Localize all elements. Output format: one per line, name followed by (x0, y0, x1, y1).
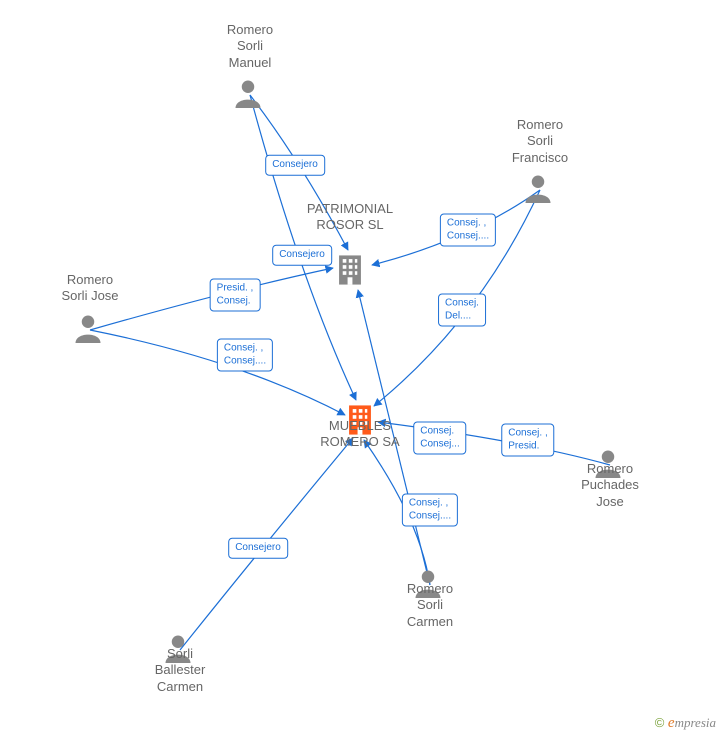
edge-label: Consej. , Presid. (501, 424, 554, 457)
edge-label: Presid. , Consej. (210, 279, 261, 312)
edge-label: Consej. , Consej.... (217, 339, 273, 372)
node-label: Romero Sorli Francisco (490, 117, 590, 166)
edge-label: Consej. , Consej.... (440, 214, 496, 247)
person-node-jose[interactable] (73, 313, 103, 348)
node-label: Sorli Ballester Carmen (130, 646, 230, 695)
footer-credit: © empresia (655, 715, 716, 732)
edge-label: Consejero (228, 538, 288, 559)
node-label: Romero Sorli Manuel (200, 22, 300, 71)
brand-logo: empresia (668, 715, 716, 730)
person-node-manuel[interactable] (233, 78, 263, 113)
company-node-rosor[interactable] (333, 253, 367, 292)
edge-label: Consej. Del.... (438, 294, 486, 327)
copyright-symbol: © (655, 715, 665, 730)
person-icon (523, 173, 553, 203)
edge-label: Consejero (265, 155, 325, 176)
edge-label: Consej. , Consej.... (402, 494, 458, 527)
person-icon (233, 78, 263, 108)
node-label: Romero Puchades Jose (560, 461, 660, 510)
node-label: Romero Sorli Carmen (380, 581, 480, 630)
person-icon (73, 313, 103, 343)
edge-label: Consejero (272, 245, 332, 266)
building-icon (333, 253, 367, 287)
node-label: Romero Sorli Jose (40, 272, 140, 305)
person-node-francisco[interactable] (523, 173, 553, 208)
edge-label: Consej. Consej... (413, 422, 466, 455)
node-label: MUEBLES ROMERO SA (310, 418, 410, 451)
edge-layer (0, 0, 728, 740)
node-label: PATRIMONIAL ROSOR SL (300, 201, 400, 234)
